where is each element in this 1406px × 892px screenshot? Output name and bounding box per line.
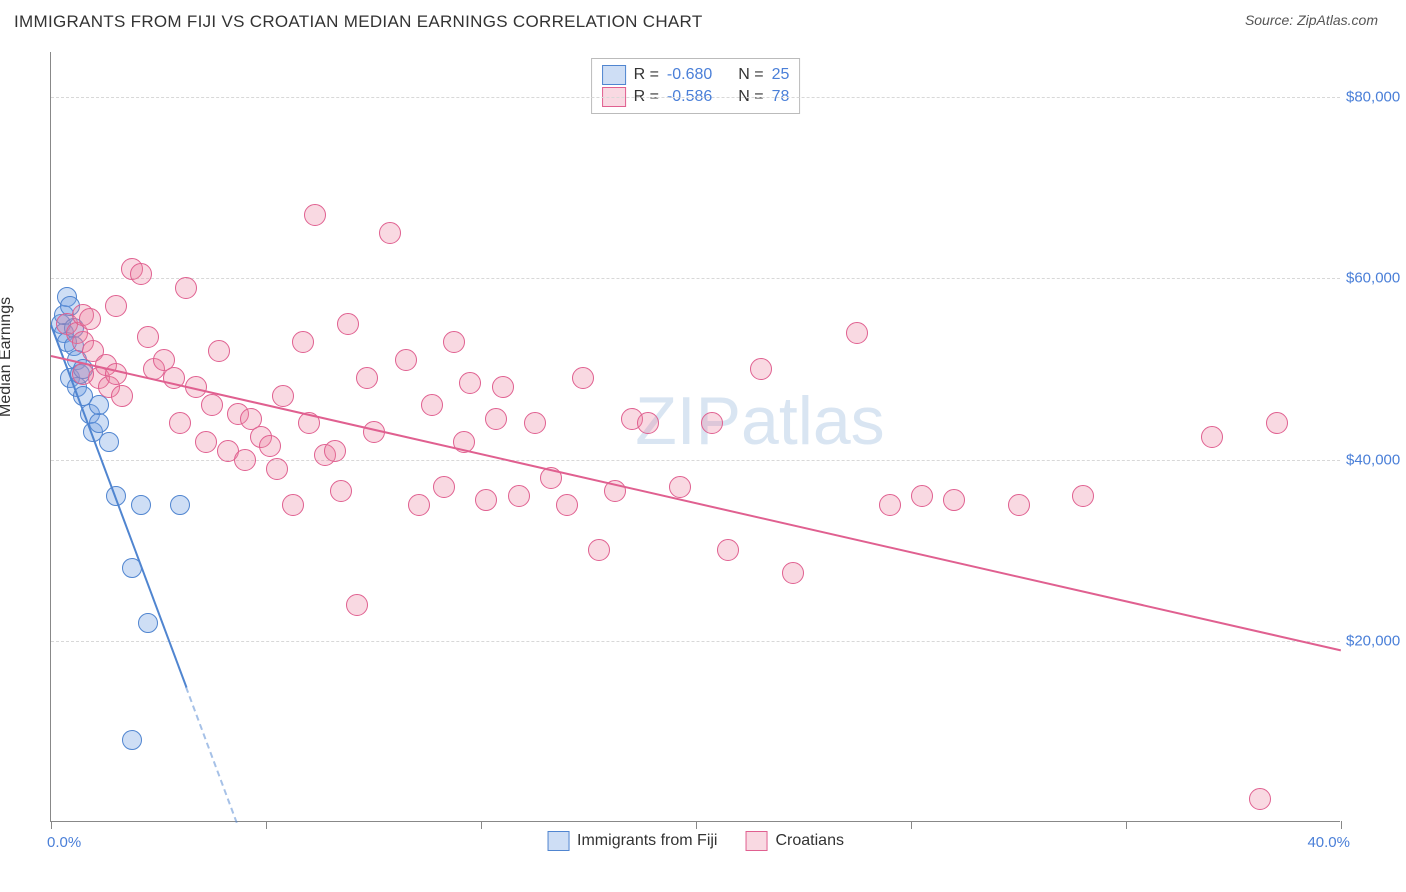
data-point (433, 476, 455, 498)
legend-correlation: R =-0.680N =25R =-0.586N =78 (591, 58, 801, 114)
data-point (122, 730, 142, 750)
data-point (879, 494, 901, 516)
y-tick-label: $40,000 (1346, 451, 1406, 468)
legend-item: Croatians (745, 831, 843, 851)
data-point (524, 412, 546, 434)
data-point (324, 440, 346, 462)
data-point (508, 485, 530, 507)
data-point (346, 594, 368, 616)
data-point (1072, 485, 1094, 507)
y-tick-label: $60,000 (1346, 270, 1406, 287)
data-point (272, 385, 294, 407)
y-axis-label: Median Earnings (0, 297, 15, 417)
data-point (1266, 412, 1288, 434)
data-point (304, 204, 326, 226)
watermark: ZIPatlas (635, 382, 884, 460)
data-point (195, 431, 217, 453)
data-point (911, 485, 933, 507)
x-tick (51, 821, 52, 829)
legend-n-value: 25 (772, 66, 790, 84)
legend-swatch (547, 831, 569, 851)
x-tick (266, 821, 267, 829)
data-point (89, 413, 109, 433)
trend-line-extrapolated (186, 687, 239, 824)
legend-swatch (602, 65, 626, 85)
data-point (1201, 426, 1223, 448)
data-point (208, 340, 230, 362)
legend-series-name: Immigrants from Fiji (577, 832, 717, 850)
chart-container: Median Earnings ZIPatlas R =-0.680N =25R… (14, 44, 1392, 892)
data-point (637, 412, 659, 434)
gridline (51, 641, 1340, 642)
legend-series-name: Croatians (775, 832, 843, 850)
data-point (1008, 494, 1030, 516)
x-tick (1126, 821, 1127, 829)
gridline (51, 97, 1340, 98)
gridline (51, 278, 1340, 279)
data-point (111, 385, 133, 407)
legend-r-label: R = (634, 66, 659, 84)
data-point (266, 458, 288, 480)
data-point (1249, 788, 1271, 810)
data-point (750, 358, 772, 380)
data-point (175, 277, 197, 299)
data-point (89, 395, 109, 415)
data-point (259, 435, 281, 457)
x-tick (481, 821, 482, 829)
data-point (170, 495, 190, 515)
data-point (292, 331, 314, 353)
legend-r-value: -0.680 (667, 66, 712, 84)
data-point (943, 489, 965, 511)
legend-row: R = -0.680 N = 25 (602, 65, 790, 85)
data-point (572, 367, 594, 389)
data-point (485, 408, 507, 430)
data-point (669, 476, 691, 498)
x-tick (1341, 821, 1342, 829)
data-point (395, 349, 417, 371)
data-point (137, 326, 159, 348)
data-point (379, 222, 401, 244)
legend-swatch (745, 831, 767, 851)
data-point (459, 372, 481, 394)
data-point (105, 295, 127, 317)
data-point (131, 495, 151, 515)
data-point (717, 539, 739, 561)
y-tick-label: $80,000 (1346, 89, 1406, 106)
plot-area: ZIPatlas R =-0.680N =25R =-0.586N =78 Im… (50, 52, 1340, 822)
chart-title: IMMIGRANTS FROM FIJI VS CROATIAN MEDIAN … (14, 12, 703, 32)
data-point (421, 394, 443, 416)
data-point (701, 412, 723, 434)
data-point (356, 367, 378, 389)
data-point (169, 412, 191, 434)
data-point (782, 562, 804, 584)
x-tick (696, 821, 697, 829)
data-point (330, 480, 352, 502)
data-point (556, 494, 578, 516)
legend-item: Immigrants from Fiji (547, 831, 717, 851)
data-point (408, 494, 430, 516)
data-point (201, 394, 223, 416)
data-point (337, 313, 359, 335)
trend-line (51, 355, 1341, 651)
data-point (234, 449, 256, 471)
data-point (282, 494, 304, 516)
data-point (99, 432, 119, 452)
data-point (138, 613, 158, 633)
data-point (79, 308, 101, 330)
data-point (475, 489, 497, 511)
data-point (443, 331, 465, 353)
legend-n-label: N = (738, 66, 763, 84)
legend-series: Immigrants from Fiji Croatians (547, 831, 844, 851)
y-tick-label: $20,000 (1346, 632, 1406, 649)
source-label: Source: ZipAtlas.com (1245, 12, 1378, 28)
data-point (846, 322, 868, 344)
data-point (130, 263, 152, 285)
x-axis-min-label: 0.0% (47, 834, 81, 851)
x-axis-max-label: 40.0% (1307, 834, 1350, 851)
x-tick (911, 821, 912, 829)
data-point (492, 376, 514, 398)
data-point (588, 539, 610, 561)
